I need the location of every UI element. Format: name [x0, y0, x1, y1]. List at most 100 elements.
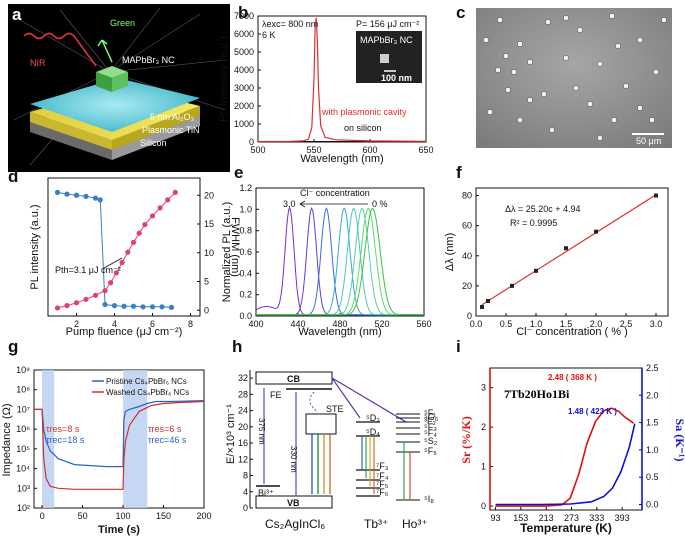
sem-particle: [527, 97, 533, 103]
label-tin: Plasmonic TiN: [142, 125, 200, 135]
i-xtick-label: 213: [539, 513, 554, 523]
panel-letter-a: a: [12, 5, 22, 24]
panel-b: b 500 550 600 650 0 1000 2000 3000 4000 5000 6000 7…: [218, 3, 434, 165]
concentration-arrowhead: [299, 200, 306, 208]
tb-level-label: ⁷F₄: [376, 471, 389, 481]
sem-particle: [577, 27, 583, 33]
sem-particle: [649, 117, 655, 123]
sem-particle: [517, 41, 523, 47]
fwhm-point: [121, 303, 127, 309]
i-left-ytick-label: 0: [481, 501, 486, 511]
fe-label: FE: [270, 390, 282, 400]
e-xtick-label: 560: [416, 319, 431, 329]
fwhm-point: [140, 304, 146, 310]
xlabel-f: Cl⁻ concentration ( % ): [516, 326, 628, 338]
series-i: [495, 407, 636, 507]
sem-particle: [497, 17, 503, 23]
i-xtick-label: 333: [589, 513, 604, 523]
pl-spectrum-0: [255, 205, 424, 316]
silicon-side-left: [30, 122, 112, 160]
measurement-window: [123, 370, 148, 508]
energy-axis-h: 0 4 8 12 16 20 24 28 32: [238, 370, 253, 513]
ste-box: [305, 413, 337, 435]
energy-tick-label: 8: [243, 471, 248, 481]
i-right-ytick-label: 0.5: [646, 472, 659, 482]
label-nir: NIR: [30, 58, 46, 68]
i-left-ytick-label: 2: [481, 422, 486, 432]
ylabel-b: PL Intensity (a.u.): [218, 36, 230, 122]
ho-level-label: ⁵S₂: [424, 436, 438, 446]
f-xtick-label: 0.0: [470, 319, 483, 329]
f-ytick-label: 40: [462, 251, 472, 261]
pl-intensity-point: [142, 221, 148, 228]
sem-particle: [653, 69, 659, 75]
d-ytick-label: 0: [204, 305, 209, 315]
tb-level-label: ⁵D₃: [366, 413, 380, 423]
sem-scalebar-label: 50 μm: [636, 136, 661, 146]
pl-spectrum-3: [256, 207, 424, 316]
axis-ticks-d: 2 4 6 8 0 5 10 15 20: [74, 190, 214, 329]
xlabel-e: Wavelength (nm): [298, 326, 381, 338]
sample-label: 7Tb20Ho1Bi: [504, 387, 570, 401]
i-xtick-label: 93: [490, 513, 500, 523]
data-point: [564, 246, 568, 251]
panel-h: h E/×10³ cm⁻¹ 0 4 8 12 16 20 24 28 32 CB VB FE S…: [225, 337, 439, 531]
i-right-ytick-label: 2.5: [646, 363, 659, 373]
ylabel-f: Δλ (nm): [444, 233, 456, 272]
sem-particle: [661, 17, 667, 23]
sem-particle: [637, 105, 643, 111]
b-ytick-label: 4000: [234, 65, 254, 75]
sem-particle: [487, 109, 493, 115]
fwhm-point: [54, 189, 61, 195]
energy-tick-label: 32: [238, 373, 248, 383]
ho-level-label: ⁵F₅: [424, 446, 437, 456]
peak-sa-label: 1.48 ( 423 K ): [568, 407, 617, 416]
energy-tick-label: 24: [238, 406, 248, 416]
ho-level-label: ⁵F₁: [424, 408, 436, 418]
b-xtick-label: 600: [362, 145, 377, 155]
sem-particle: [637, 37, 643, 43]
b-ytick-label: 1000: [234, 119, 254, 129]
sem-particle: [541, 91, 547, 97]
pl-intensity-point: [108, 280, 114, 286]
b-xtick-label: 550: [306, 145, 321, 155]
sem-particle: [511, 69, 517, 75]
b-ytick-label: 6000: [234, 29, 254, 39]
b-ytick-label: 5000: [234, 47, 254, 57]
lambda-exc: λexc= 800 nm: [262, 19, 318, 29]
g-ytick-label: 10⁴: [16, 464, 30, 474]
sr-line: [495, 407, 635, 507]
f-xtick-label: 2.5: [620, 319, 633, 329]
pl-intensity-point: [83, 296, 89, 302]
e-ytick-label: 0.4: [239, 268, 252, 278]
sem-particle: [527, 59, 533, 65]
tin-side-left: [30, 112, 112, 150]
d-xtick-label: 2: [74, 319, 79, 329]
f-xtick-label: 3.0: [650, 319, 663, 329]
data-point: [510, 283, 514, 288]
fit-r2: R² = 0.9995: [510, 218, 557, 228]
b-ytick-label: 7000: [234, 11, 254, 21]
fwhm-point: [159, 304, 165, 310]
sem-particle: [573, 85, 579, 91]
f-xtick-label: 1.0: [530, 319, 543, 329]
b-ytick-label: 3000: [234, 83, 254, 93]
ylabel-e: Normalized PL (a.u.): [221, 202, 233, 302]
ste-label: STE: [326, 404, 344, 414]
pl-spectrum-5: [256, 207, 424, 316]
sem-particle: [483, 37, 489, 43]
temperature: 6 K: [262, 30, 276, 40]
sem-image: [476, 8, 672, 148]
axis-ticks-f: 0.0 0.5 1.0 1.5 2.0 2.5 3.0 0 20 40 60 80: [462, 191, 662, 329]
xlabel-d: Pump fluence (μJ cm⁻²): [66, 326, 183, 338]
ho-level-label: ⁵F₄: [424, 428, 437, 438]
g-xtick-label: 50: [78, 511, 88, 521]
panel-e: e 400 440 480 520 560 0.0 0.2 0.4 0.6 0.8 1.0 1.2 W…: [221, 163, 432, 338]
ho-level-label: ⁵G₆: [424, 412, 439, 422]
peak-sr-label: 2.48 ( 368 K ): [548, 373, 597, 382]
g-ytick-label: 10⁹: [16, 365, 30, 375]
tau-rec-2: τrec=46 s: [148, 435, 187, 445]
pl-intensity-point: [165, 197, 171, 203]
e-xtick-label: 400: [248, 319, 263, 329]
label-silicon: on silicon: [344, 123, 382, 133]
